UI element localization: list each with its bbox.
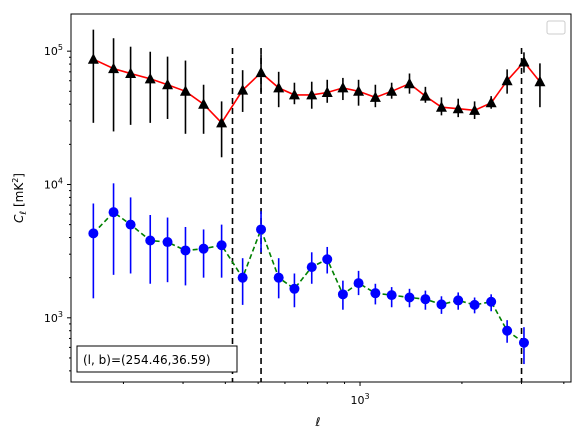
data-point [486,296,497,307]
data-point [125,219,136,230]
data-point [162,237,173,248]
y-tick-label: 104 [44,176,63,191]
data-point [353,85,365,96]
data-point [435,101,447,112]
data-point [289,283,300,294]
data-point [108,207,119,218]
data-point [306,88,318,100]
data-point [337,81,349,93]
y-tick-exponent: 4 [58,176,63,185]
data-point [369,91,381,102]
data-point [237,84,249,95]
data-point [502,325,513,336]
y-axis-title: Cℓ [mK2] [11,173,29,223]
data-point [518,337,529,348]
y-axis-title-subscript: ℓ [19,211,29,216]
data-point [420,294,431,305]
annotation-box: (l, b)=(254.46,36.59) [76,345,238,373]
data-point [337,289,348,300]
data-point [198,243,209,254]
data-point [518,55,530,67]
data-point [273,272,284,283]
data-point [144,72,156,84]
data-point [179,85,191,96]
y-tick-base: 10 [44,178,58,191]
annotation-text: (l, b)=(254.46,36.59) [83,353,211,367]
data-point [306,262,317,273]
data-point [322,254,333,265]
data-point [237,272,248,283]
legend-box [546,20,566,35]
y-tick-exponent: 3 [58,310,63,319]
data-point [321,86,333,97]
x-axis-title: ℓ [315,415,321,429]
data-point [469,104,481,115]
y-tick-base: 10 [44,312,58,325]
data-point [370,288,381,299]
data-point [256,224,267,235]
data-point [436,299,447,310]
vertical-lines [231,48,523,382]
data-point [386,290,397,301]
data-point [419,90,431,101]
series-markers [87,53,546,348]
data-point [125,67,137,78]
data-point [88,228,99,239]
y-tick-label: 103 [44,310,63,325]
x-tick-exponent: 3 [364,392,369,401]
data-point [386,85,398,96]
plot-frame [70,13,572,383]
data-point [180,245,191,256]
data-point [145,235,156,246]
x-tick-base: 10 [350,394,364,407]
data-point [273,81,285,93]
data-point [255,66,267,78]
data-point [501,74,513,86]
data-point [198,98,210,109]
data-point [162,78,174,90]
y-tick-base: 10 [44,45,58,58]
data-point [485,96,497,108]
data-point [403,77,415,89]
data-point [469,299,480,310]
data-point [87,53,99,64]
data-point [216,116,228,128]
data-point [216,240,227,251]
data-point [108,62,120,74]
y-axis-title-symbol: C [12,214,26,223]
data-point [288,88,300,100]
data-point [404,292,415,303]
y-axis-title-unit-exponent: 2 [11,178,20,183]
annotation-frame [76,345,238,373]
data-point [452,102,464,114]
y-tick-exponent: 5 [58,43,63,52]
y-tick-label: 105 [44,43,63,58]
plot-background [71,14,571,382]
y-axis-title-unit-close: ] [12,173,26,178]
legend-frame [546,20,566,35]
data-point [534,75,546,87]
y-axis-title-unit: [mK [12,182,26,207]
x-tick-label: 103 [350,392,369,407]
data-point [453,295,464,306]
data-point [353,278,364,289]
